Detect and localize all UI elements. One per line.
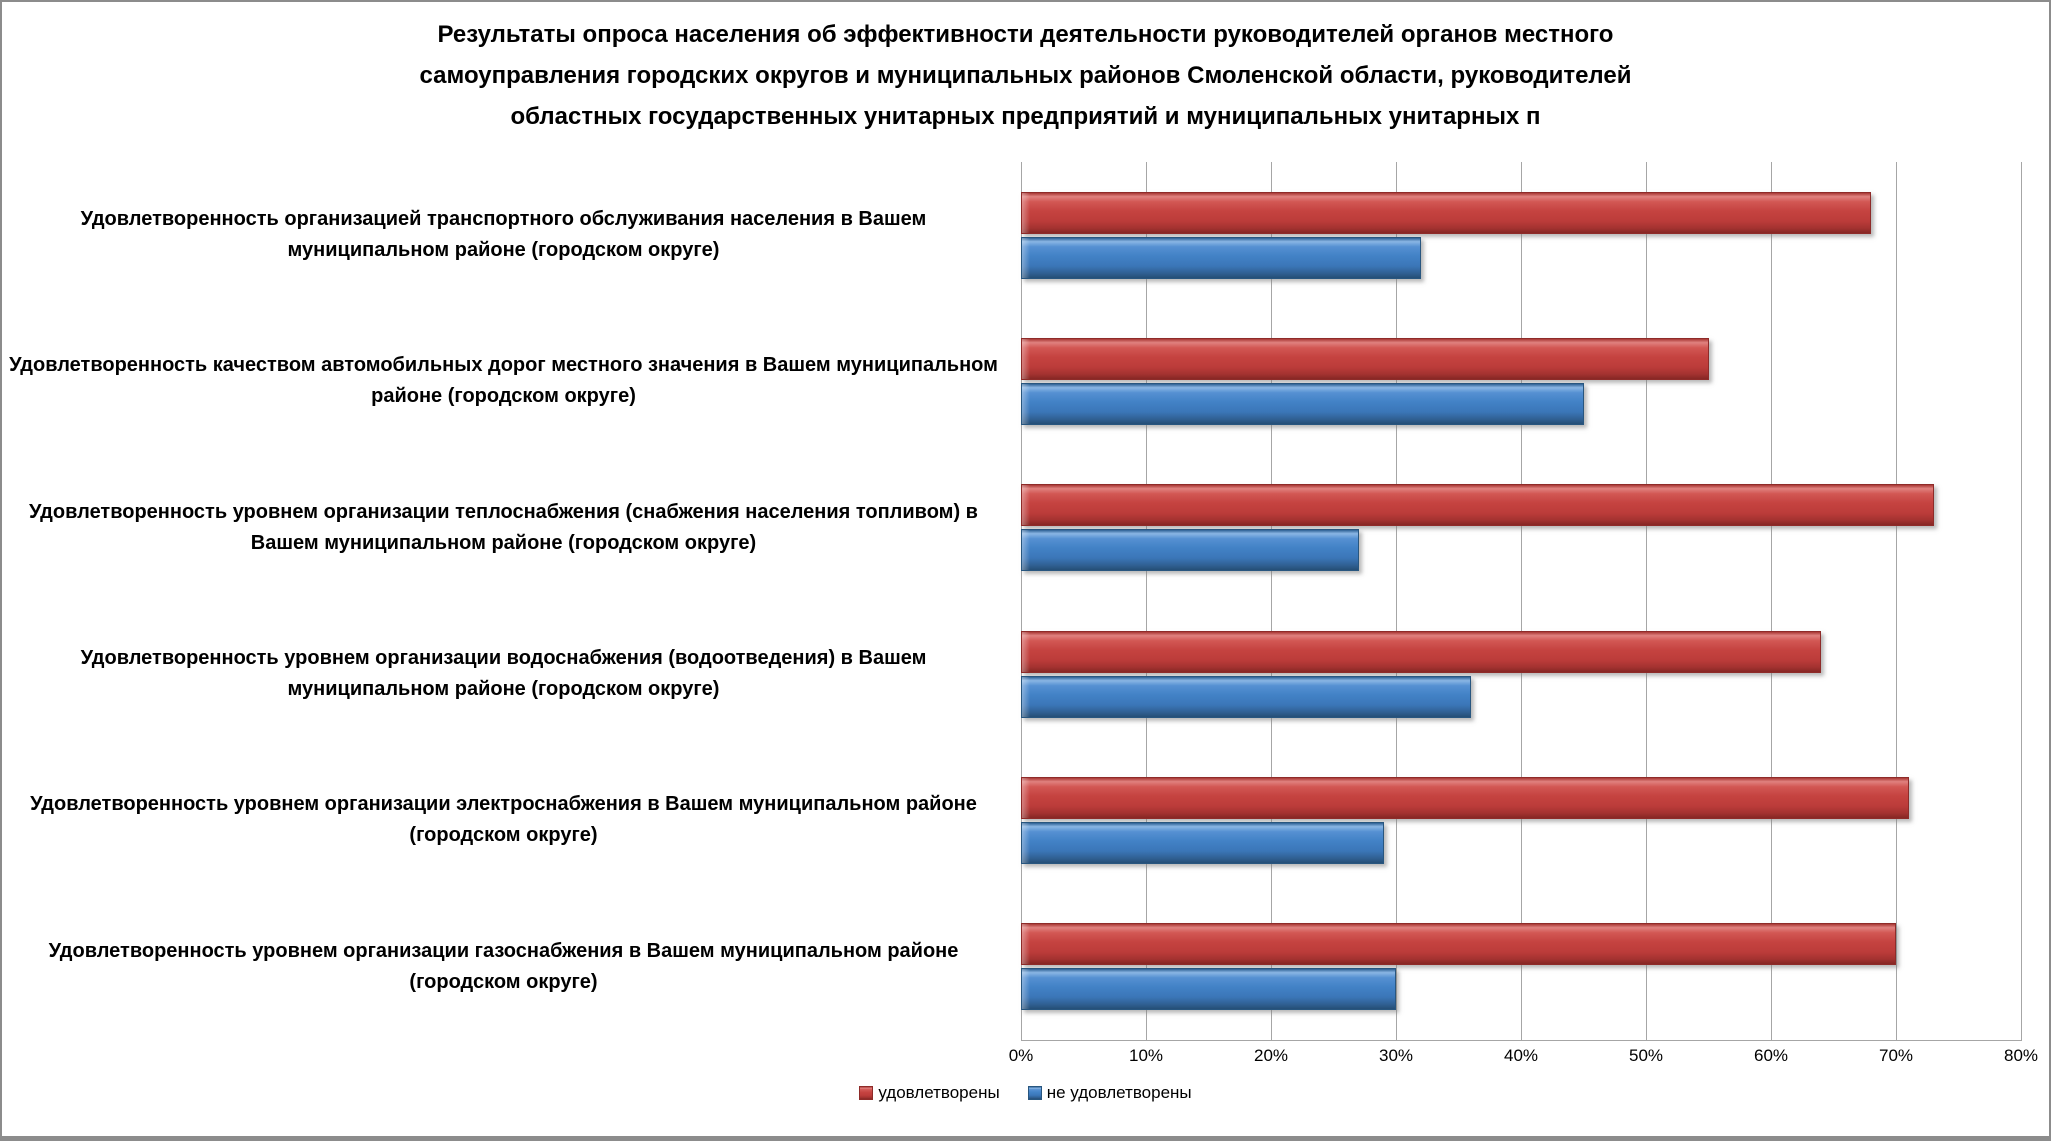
bar-unsatisfied	[1021, 236, 1421, 279]
x-axis-tick-label: 80%	[2003, 1046, 2039, 1065]
category-label: Удовлетворенность качеством автомобильны…	[9, 354, 998, 408]
category-label: Удовлетворенность уровнем организации во…	[80, 647, 927, 701]
bar-unsatisfied	[1021, 968, 1396, 1011]
bar-satisfied	[1021, 337, 1709, 380]
x-axis-tick-label: 10%	[1128, 1046, 1164, 1065]
category-row: Удовлетворенность организацией транспорт…	[0, 162, 2051, 308]
legend-item-unsatisfied: не удовлетворены	[1027, 1083, 1192, 1103]
category-row: Удовлетворенность уровнем организации эл…	[0, 747, 2051, 893]
bar-chart-plot-area: Удовлетворенность организацией транспорт…	[0, 162, 2051, 1040]
bar-satisfied	[1021, 630, 1821, 673]
bar-satisfied	[1021, 191, 1871, 234]
x-axis-line	[1021, 1040, 2022, 1041]
bar-group	[1021, 747, 2021, 893]
category-label: Удовлетворенность уровнем организации те…	[29, 500, 978, 554]
x-axis-tick-label: 50%	[1628, 1046, 1664, 1065]
chart-title-line-1: Результаты опроса населения об эффективн…	[437, 21, 1614, 48]
chart-title: Результаты опроса населения об эффективн…	[0, 14, 2051, 137]
legend-label-unsatisfied: не удовлетворены	[1046, 1083, 1192, 1102]
bar-group	[1021, 894, 2021, 1040]
category-label: Удовлетворенность уровнем организации эл…	[30, 793, 977, 847]
bar-satisfied	[1021, 923, 1896, 966]
chart-title-line-2: самоуправления городских округов и муниц…	[419, 62, 1632, 89]
bar-group	[1021, 601, 2021, 747]
legend-label-satisfied: удовлетворены	[878, 1083, 1000, 1102]
x-axis-tick-label: 40%	[1503, 1046, 1539, 1065]
x-axis-tick-labels: 0% 10% 20% 30% 40% 50% 60% 70% 80%	[1009, 1046, 2038, 1070]
legend-marker-satisfied	[859, 1086, 874, 1100]
category-row: Удовлетворенность уровнем организации те…	[0, 455, 2051, 601]
bar-satisfied	[1021, 484, 1934, 527]
chart-legend: удовлетворены не удовлетворены	[0, 1083, 2051, 1103]
bar-unsatisfied	[1021, 529, 1359, 572]
bar-unsatisfied	[1021, 821, 1384, 864]
x-axis-tick-label: 60%	[1753, 1046, 1789, 1065]
bar-unsatisfied	[1021, 675, 1471, 718]
category-row: Удовлетворенность качеством автомобильны…	[0, 308, 2051, 454]
legend-marker-unsatisfied	[1027, 1086, 1042, 1100]
bar-satisfied	[1021, 776, 1909, 819]
bar-unsatisfied	[1021, 382, 1584, 425]
legend-item-satisfied: удовлетворены	[859, 1083, 1000, 1103]
category-row: Удовлетворенность уровнем организации га…	[0, 894, 2051, 1040]
bar-group	[1021, 308, 2021, 454]
x-axis-tick-label: 70%	[1878, 1046, 1914, 1065]
category-label: Удовлетворенность уровнем организации га…	[48, 939, 959, 993]
category-label: Удовлетворенность организацией транспорт…	[80, 208, 927, 262]
bar-group	[1021, 455, 2021, 601]
x-axis-tick-label: 30%	[1378, 1046, 1414, 1065]
x-axis-tick-label: 0%	[1008, 1046, 1034, 1065]
category-row: Удовлетворенность уровнем организации во…	[0, 601, 2051, 747]
chart-title-line-3: областных государственных унитарных пред…	[510, 103, 1541, 130]
bar-group	[1021, 162, 2021, 308]
x-axis-tick-label: 20%	[1253, 1046, 1289, 1065]
